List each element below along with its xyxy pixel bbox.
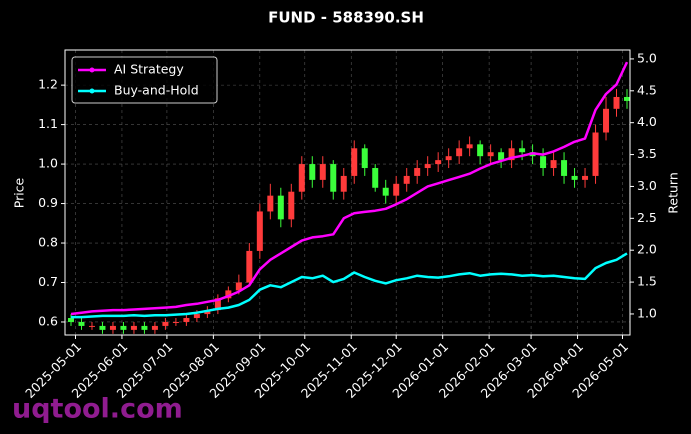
legend-marker bbox=[89, 88, 95, 94]
candle-body bbox=[298, 164, 305, 192]
candle-body bbox=[214, 298, 221, 311]
candle-body bbox=[193, 314, 200, 319]
candle-body bbox=[445, 156, 452, 161]
candle-body bbox=[403, 175, 410, 184]
candle-body bbox=[109, 325, 116, 330]
candle-body bbox=[571, 175, 578, 180]
candle-body bbox=[288, 191, 295, 220]
y2-tick-label: 4.5 bbox=[637, 82, 657, 97]
y-tick-label: 0.7 bbox=[38, 274, 58, 289]
candle-body bbox=[498, 152, 505, 161]
candle-body bbox=[162, 321, 169, 326]
y-tick-label: 1.1 bbox=[38, 116, 58, 131]
y2-tick-label: 2.5 bbox=[637, 210, 657, 225]
candle-body bbox=[277, 195, 284, 220]
candle-body bbox=[456, 148, 463, 157]
legend-label: Buy-and-Hold bbox=[114, 83, 199, 98]
candle-body bbox=[582, 175, 589, 180]
plot-frame bbox=[64, 49, 631, 336]
legend-label: AI Strategy bbox=[114, 62, 184, 77]
candle-body bbox=[393, 183, 400, 196]
candle-body bbox=[477, 144, 484, 157]
y-tick-label: 1.0 bbox=[38, 156, 58, 171]
line-series bbox=[70, 61, 629, 316]
candle-body bbox=[592, 132, 599, 176]
candle-body bbox=[435, 160, 442, 165]
candle-body bbox=[67, 318, 74, 322]
chart-title: FUND - 588390.SH bbox=[268, 9, 424, 27]
candle-body bbox=[361, 148, 368, 169]
y2-tick-label: 3.5 bbox=[637, 146, 657, 161]
y2-axis-label: Return bbox=[666, 172, 681, 213]
candle-body bbox=[141, 325, 148, 330]
y2-tick-label: 5.0 bbox=[637, 50, 657, 65]
candle-body bbox=[130, 325, 137, 330]
candle-body bbox=[372, 168, 379, 188]
y-tick-label: 0.8 bbox=[38, 235, 58, 250]
candle-body bbox=[120, 325, 127, 330]
y-tick-label: 0.6 bbox=[38, 313, 58, 328]
candle-body bbox=[508, 148, 515, 161]
candle-body bbox=[256, 211, 263, 251]
candle-body bbox=[225, 290, 232, 299]
y2-tick-label: 3.0 bbox=[637, 178, 657, 193]
candle-body bbox=[88, 325, 95, 327]
candle-body bbox=[624, 96, 631, 101]
candle-body bbox=[540, 156, 547, 169]
candle-body bbox=[340, 175, 347, 192]
candle-body bbox=[613, 96, 620, 109]
candle-body bbox=[319, 164, 326, 180]
candle-body bbox=[204, 310, 211, 315]
candle-body bbox=[235, 282, 242, 291]
candle-body bbox=[561, 160, 568, 176]
line-series bbox=[71, 252, 628, 319]
candle-body bbox=[603, 108, 610, 133]
y2-tick-label: 4.0 bbox=[637, 114, 657, 129]
candle-body bbox=[246, 250, 253, 283]
candle-body bbox=[172, 321, 179, 323]
candle-body bbox=[267, 195, 274, 212]
watermark: uqtool.com bbox=[12, 394, 183, 425]
y2-tick-label: 1.5 bbox=[637, 274, 657, 289]
candle-body bbox=[550, 160, 557, 169]
y-tick-label: 1.2 bbox=[38, 77, 58, 92]
candle-body bbox=[382, 187, 389, 196]
y2-tick-label: 1.0 bbox=[637, 305, 657, 320]
candle-body bbox=[424, 164, 431, 169]
candle-body bbox=[351, 148, 358, 176]
legend-box bbox=[71, 56, 218, 104]
candle-body bbox=[78, 321, 85, 326]
candle-body bbox=[414, 168, 421, 176]
candle-body bbox=[151, 325, 158, 330]
candle-body bbox=[466, 144, 473, 149]
candle-body bbox=[330, 164, 337, 192]
y-axis-label: Price bbox=[12, 177, 27, 208]
candle-body bbox=[183, 318, 190, 322]
legend-marker bbox=[89, 67, 95, 73]
candle-body bbox=[487, 152, 494, 157]
y2-tick-label: 2.0 bbox=[637, 242, 657, 257]
candle-body bbox=[99, 325, 106, 330]
y-tick-label: 0.9 bbox=[38, 195, 58, 210]
candle-body bbox=[309, 164, 316, 180]
candle-body bbox=[519, 148, 526, 153]
